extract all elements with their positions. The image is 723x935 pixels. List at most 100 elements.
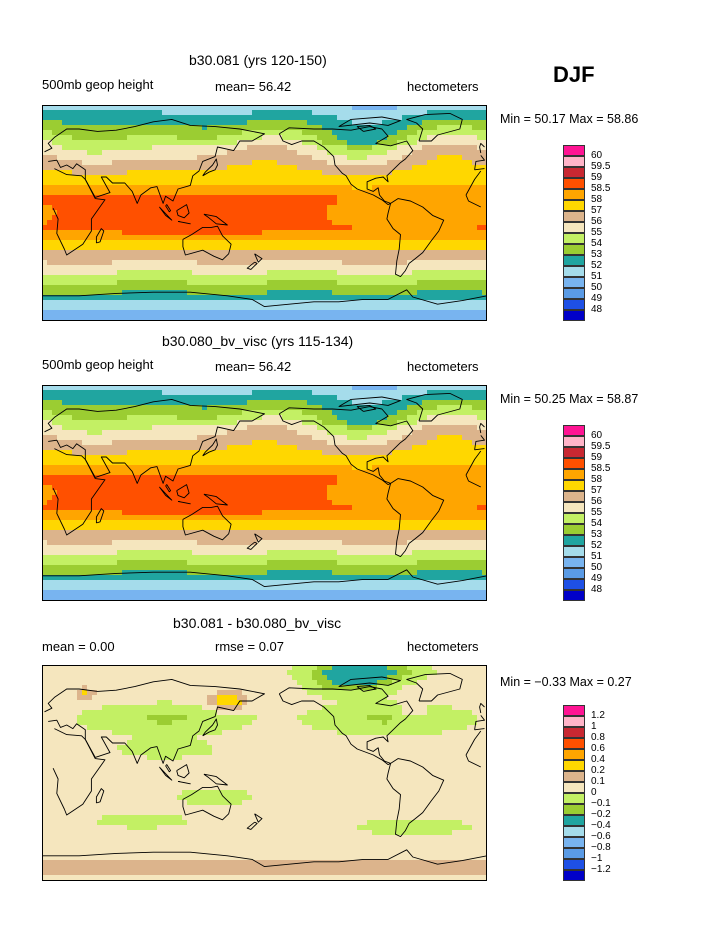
field-cell [397,210,403,216]
field-cell [377,135,383,141]
field-cell [62,405,68,411]
field-cell [287,170,293,176]
field-cell [57,180,63,186]
field-cell [292,230,298,236]
field-cell [377,315,383,321]
field-cell [162,235,168,241]
field-cell [172,240,178,246]
field-cell [117,190,123,196]
field-cell [207,415,213,421]
field-cell [317,205,323,211]
field-cell [447,225,453,231]
field-cell [457,105,463,111]
field-cell [142,160,148,166]
field-cell [322,200,328,206]
field-cell [382,250,388,256]
field-cell [337,165,343,171]
field-cell [407,265,413,271]
field-cell [437,385,443,391]
field-cell [112,195,118,201]
field-cell [97,430,103,436]
field-cell [177,200,183,206]
field-cell [392,300,398,306]
field-cell [312,185,318,191]
field-cell [67,400,73,406]
field-cell [162,405,168,411]
field-cell [122,105,128,111]
field-cell [317,105,323,111]
field-cell [387,230,393,236]
field-cell [367,290,373,296]
field-cell [302,425,308,431]
field-cell [282,145,288,151]
field-cell [162,250,168,256]
field-cell [172,400,178,406]
field-cell [182,235,188,241]
field-cell [277,140,283,146]
field-cell [332,430,338,436]
field-cell [437,275,443,281]
field-cell [162,215,168,221]
field-cell [212,405,218,411]
field-cell [392,135,398,141]
field-cell [327,115,333,121]
field-cell [302,205,308,211]
field-cell [317,310,323,316]
field-cell [477,430,483,436]
field-cell [332,260,338,266]
field-cell [377,210,383,216]
field-cell [47,165,53,171]
field-cell [322,430,328,436]
field-cell [282,315,288,321]
field-cell [397,435,403,441]
field-cell [252,295,258,301]
field-cell [427,175,433,181]
field-cell [392,255,398,261]
field-cell [142,405,148,411]
field-cell [222,185,228,191]
field-cell [362,255,368,261]
field-cell [142,430,148,436]
field-cell [102,310,108,316]
field-cell [282,410,288,416]
field-cell [292,180,298,186]
field-cell [182,315,188,321]
field-cell [327,410,333,416]
field-cell [317,165,323,171]
field-cell [247,155,253,161]
field-cell [57,115,63,121]
field-cell [327,425,333,431]
field-cell [482,235,487,241]
field-cell [417,205,423,211]
field-cell [227,315,233,321]
field-cell [267,175,273,181]
field-cell [297,155,303,161]
field-cell [202,220,208,226]
field-cell [337,195,343,201]
field-cell [112,220,118,226]
field-cell [322,300,328,306]
field-cell [422,190,428,196]
field-cell [452,415,458,421]
field-cell [322,280,328,286]
field-cell [462,405,468,411]
field-cell [457,385,463,391]
field-cell [122,440,128,446]
field-cell [122,400,128,406]
field-cell [82,195,88,201]
field-cell [122,110,128,116]
field-cell [407,205,413,211]
field-cell [322,285,328,291]
field-cell [257,390,263,396]
field-cell [197,130,203,136]
field-cell [312,415,318,421]
field-cell [47,240,53,246]
field-cell [272,105,278,111]
field-cell [362,170,368,176]
field-cell [457,420,463,426]
field-cell [152,175,158,181]
field-cell [332,270,338,276]
field-cell [342,300,348,306]
field-cell [172,130,178,136]
field-cell [342,410,348,416]
